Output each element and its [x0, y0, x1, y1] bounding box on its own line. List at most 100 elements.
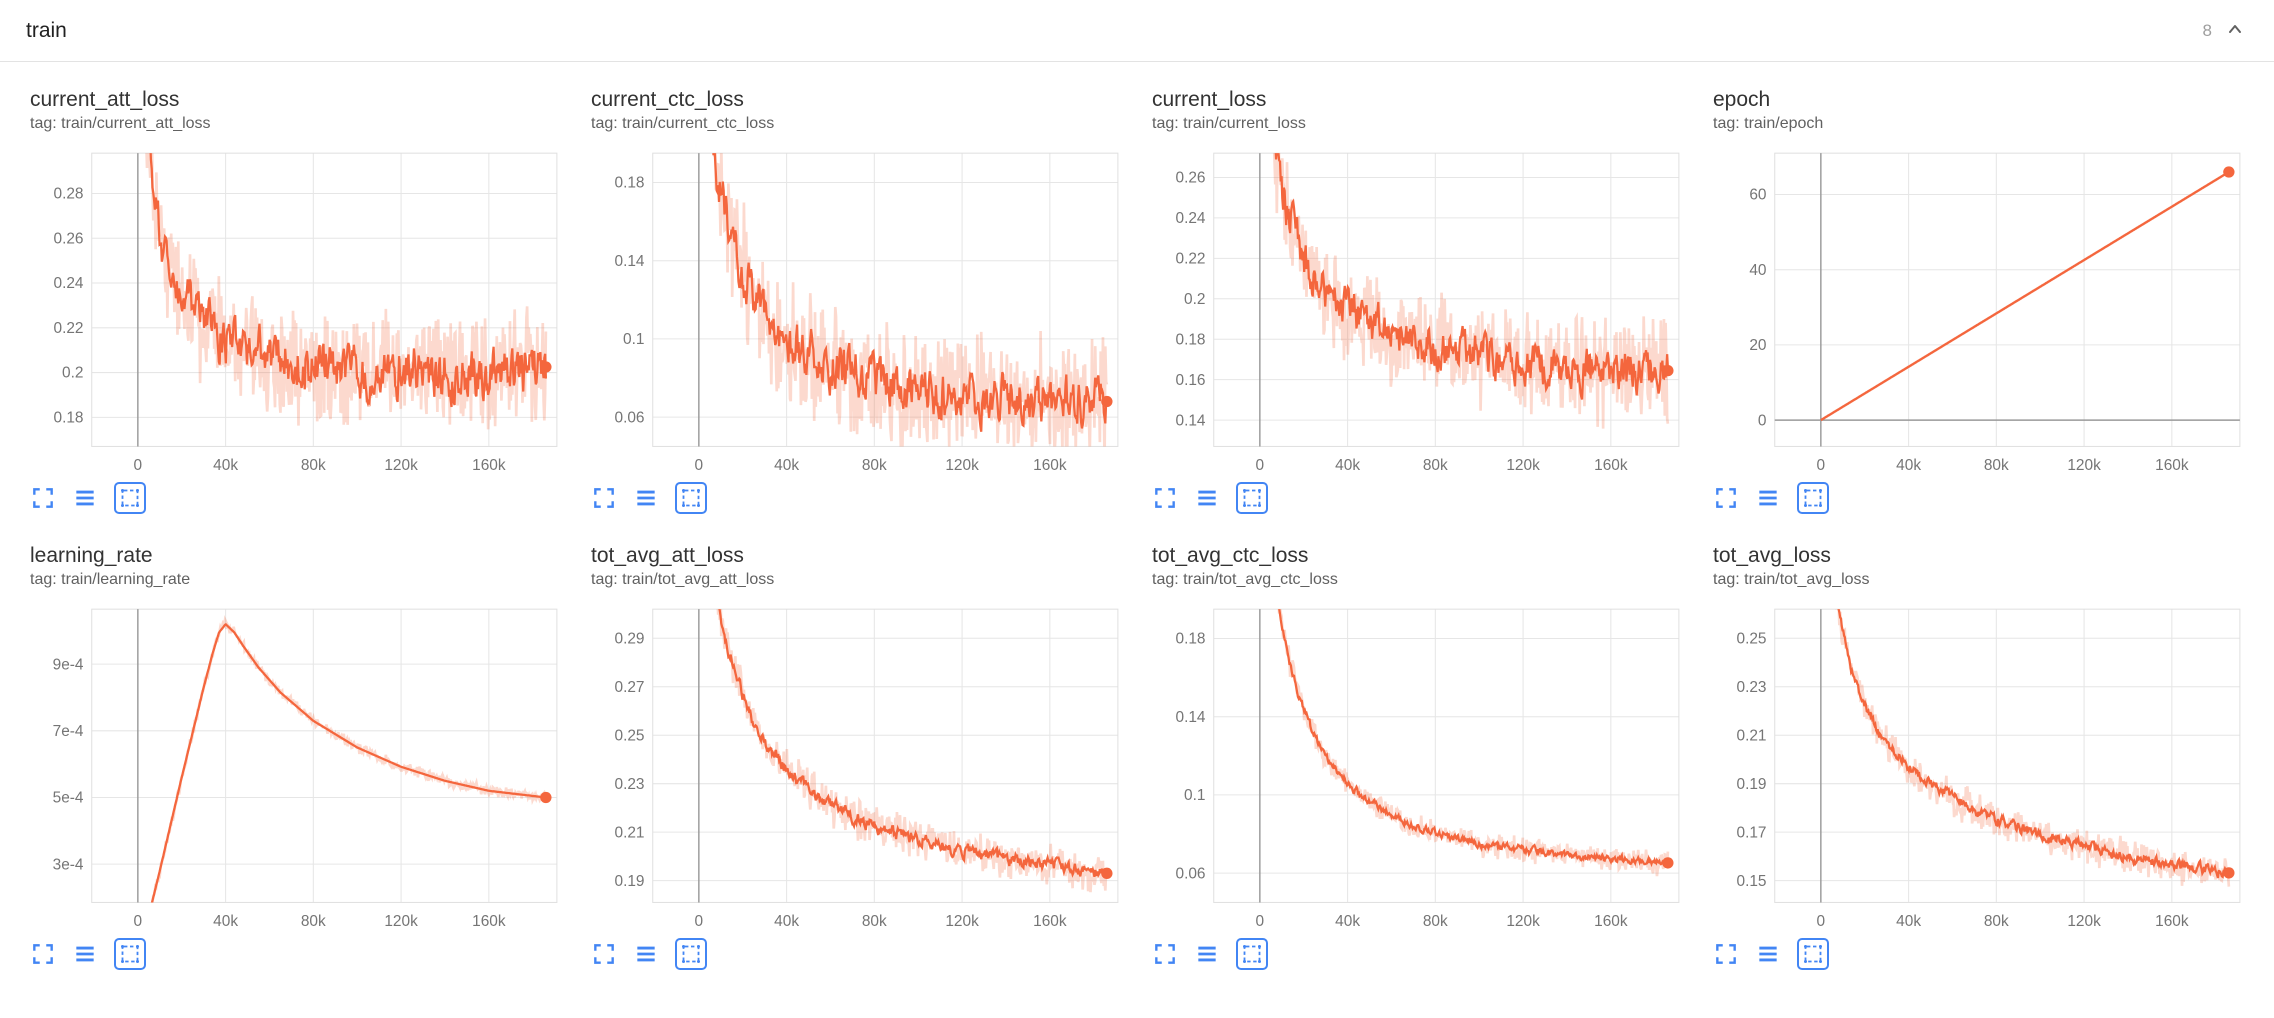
y-tick-label: 0.24: [54, 275, 84, 292]
chart-count: 8: [2202, 20, 2212, 40]
y-tick-label: 0.22: [54, 320, 84, 337]
smoothed-series-line: [1820, 171, 2230, 422]
fit-domain-button[interactable]: [1236, 482, 1268, 515]
fit-domain-button[interactable]: [114, 482, 146, 515]
runs-menu-button[interactable]: [72, 485, 98, 511]
chart-title: tot_avg_att_loss: [591, 544, 744, 568]
fit-domain-icon: [118, 486, 142, 510]
chart-title: current_loss: [1152, 88, 1267, 111]
chart-card: current_att_loss tag: train/current_att_…: [30, 88, 561, 515]
line-chart[interactable]: 0.18 0.2 0.22 0.24 0.26 0.28 0 40k 80k 120k 160k: [30, 147, 561, 474]
fullscreen-icon: [1152, 485, 1178, 511]
runs-menu-button[interactable]: [633, 485, 659, 511]
expand-chart-button[interactable]: [30, 485, 56, 511]
x-tick-label: 160k: [1594, 457, 1628, 474]
line-chart[interactable]: 0.15 0.17 0.19 0.21 0.23 0.25 0 40k 80k 120k 160k: [1713, 603, 2244, 930]
runs-selector-icon: [1194, 485, 1220, 511]
fullscreen-icon: [30, 485, 56, 511]
y-tick-label: 0.22: [1176, 250, 1206, 267]
x-tick-label: 40k: [1335, 913, 1360, 930]
expand-chart-button[interactable]: [30, 941, 56, 967]
smoothed-series-line: [1837, 609, 2230, 879]
smoothed-series-line: [718, 609, 1108, 879]
x-tick-label: 40k: [1896, 913, 1921, 930]
x-tick-label: 0: [695, 457, 704, 474]
runs-menu-button[interactable]: [1194, 941, 1220, 967]
y-tick-label: 0.28: [54, 186, 84, 203]
smoothed-series-line: [712, 153, 1108, 432]
expand-chart-button[interactable]: [1152, 485, 1178, 511]
y-tick-label: 9e-4: [53, 657, 84, 674]
y-tick-label: 0.06: [1176, 866, 1206, 883]
runs-menu-button[interactable]: [1755, 485, 1781, 511]
expand-chart-button[interactable]: [1152, 941, 1178, 967]
y-tick-label: 0.2: [1184, 291, 1205, 308]
y-tick-label: 0.1: [623, 331, 644, 348]
runs-menu-button[interactable]: [1194, 485, 1220, 511]
x-tick-label: 160k: [472, 457, 506, 474]
line-chart[interactable]: 0 20 40 60 0 40k 80k 120k 160k: [1713, 147, 2244, 474]
x-tick-label: 80k: [1984, 457, 2009, 474]
raw-series-line: [1277, 609, 1670, 877]
line-chart[interactable]: 3e-4 5e-4 7e-4 9e-4 0 40k 80k 120k 160k: [30, 603, 561, 930]
runs-menu-button[interactable]: [72, 941, 98, 967]
fit-domain-icon: [118, 942, 142, 966]
section-header-right: 8: [2203, 16, 2248, 45]
x-tick-label: 40k: [1335, 457, 1360, 474]
y-tick-label: 0.1: [1184, 787, 1205, 804]
fit-domain-button[interactable]: [675, 482, 707, 515]
y-tick-label: 0.21: [615, 825, 645, 842]
x-tick-label: 80k: [1423, 457, 1448, 474]
fit-domain-button[interactable]: [1797, 482, 1829, 515]
y-tick-label: 20: [1749, 337, 1766, 354]
y-tick-label: 0.06: [615, 409, 645, 426]
final-value-dot: [1101, 395, 1113, 408]
line-chart[interactable]: 0.06 0.1 0.14 0.18 0 40k 80k 120k 160k: [591, 147, 1122, 474]
chart-tag: tag: train/current_ctc_loss: [591, 115, 775, 132]
chart-card: current_loss tag: train/current_loss 0.1…: [1152, 88, 1683, 515]
final-value-dot: [1662, 364, 1674, 377]
y-tick-label: 0.14: [1176, 412, 1206, 429]
runs-menu-button[interactable]: [633, 941, 659, 967]
fit-domain-button[interactable]: [675, 938, 707, 971]
x-tick-label: 160k: [1033, 913, 1067, 930]
fit-domain-button[interactable]: [114, 938, 146, 971]
fullscreen-icon: [1152, 941, 1178, 967]
line-chart[interactable]: 0.06 0.1 0.14 0.18 0 40k 80k 120k 160k: [1152, 603, 1683, 930]
fullscreen-icon: [591, 941, 617, 967]
chevron-up-icon: [2224, 18, 2246, 43]
line-chart[interactable]: 0.14 0.16 0.18 0.2 0.22 0.24 0.26 0 40k 80k 120k 16…: [1152, 147, 1683, 474]
expand-chart-button[interactable]: [591, 941, 617, 967]
final-value-dot: [2223, 867, 2235, 879]
chart-card: current_ctc_loss tag: train/current_ctc_…: [591, 88, 1122, 515]
fit-domain-icon: [1240, 486, 1264, 510]
chart-card: tot_avg_loss tag: train/tot_avg_loss 0.1…: [1713, 544, 2244, 971]
chart-title: tot_avg_loss: [1713, 544, 1831, 568]
expand-chart-button[interactable]: [591, 485, 617, 511]
fit-domain-icon: [679, 942, 703, 966]
x-tick-label: 40k: [1896, 457, 1921, 474]
fit-domain-button[interactable]: [1797, 938, 1829, 971]
x-tick-label: 40k: [213, 457, 238, 474]
x-tick-label: 120k: [2067, 913, 2101, 930]
x-tick-label: 0: [695, 913, 704, 930]
section-title[interactable]: train: [26, 18, 67, 42]
x-tick-label: 120k: [945, 457, 979, 474]
chart-toolbar: [30, 482, 561, 515]
chart-svg: 0.18 0.2 0.22 0.24 0.26 0.28 0 40k 80k 120k 160k: [54, 152, 558, 474]
collapse-section-button[interactable]: [2222, 16, 2248, 45]
chart-card: epoch tag: train/epoch 0 20 40 60 0 40k 80k 120…: [1713, 88, 2244, 515]
expand-chart-button[interactable]: [1713, 485, 1739, 511]
runs-menu-button[interactable]: [1755, 941, 1781, 967]
chart-tag: tag: train/epoch: [1713, 115, 1824, 132]
y-tick-label: 0.18: [1176, 631, 1206, 648]
chart-tag: tag: train/learning_rate: [30, 571, 191, 589]
y-tick-label: 0.16: [1176, 372, 1206, 389]
x-tick-label: 40k: [213, 913, 238, 930]
chart-toolbar: [591, 938, 1122, 971]
x-tick-label: 40k: [774, 913, 799, 930]
line-chart[interactable]: 0.19 0.21 0.23 0.25 0.27 0.29 0 40k 80k 120k 160k: [591, 603, 1122, 930]
fit-domain-button[interactable]: [1236, 938, 1268, 971]
expand-chart-button[interactable]: [1713, 941, 1739, 967]
raw-series-line: [151, 615, 547, 903]
